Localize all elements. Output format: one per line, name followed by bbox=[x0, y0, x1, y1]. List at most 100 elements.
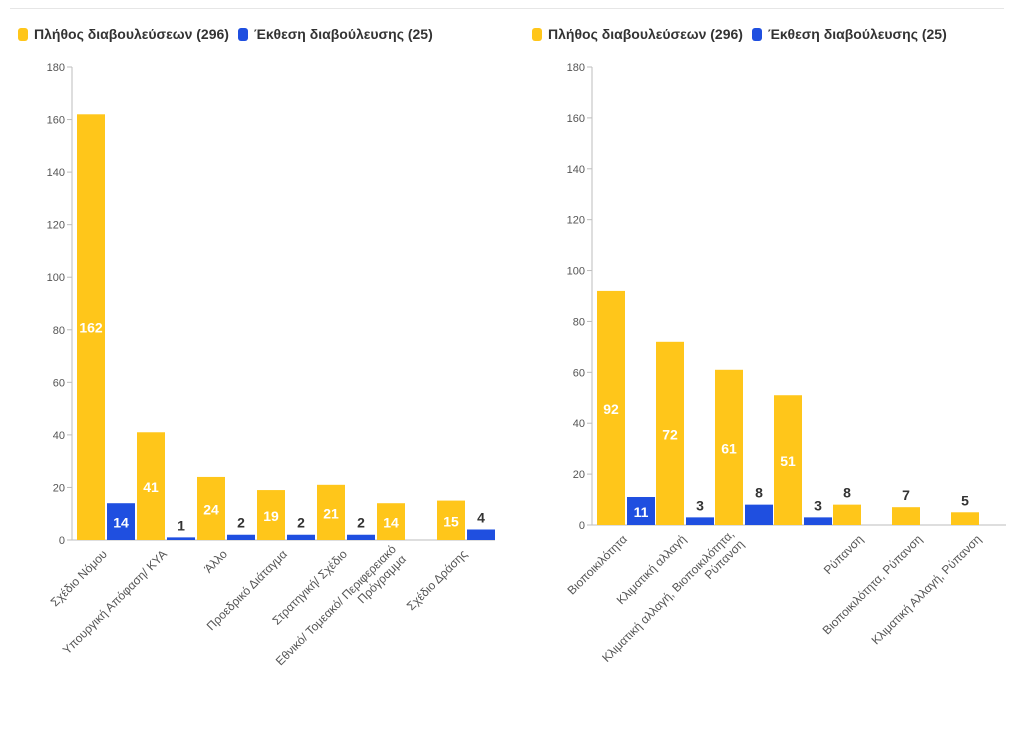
bar-consultations bbox=[377, 503, 405, 540]
bar-value-label-consultations: 41 bbox=[143, 479, 159, 495]
bar-consultations bbox=[437, 500, 465, 540]
legend-label-consultations: Πλήθος διαβουλεύσεων (296) bbox=[34, 26, 229, 42]
bar-report bbox=[627, 497, 655, 525]
bar-report bbox=[745, 504, 773, 525]
y-tick-label: 180 bbox=[47, 62, 65, 74]
legend-left: Πλήθος διαβουλεύσεων (296) Έκθεση διαβού… bbox=[18, 26, 442, 42]
legend-item-consultations[interactable]: Πλήθος διαβουλεύσεων (296) bbox=[532, 26, 743, 42]
bar-value-label-report: 4 bbox=[477, 509, 485, 525]
x-tick-label: Υπουργική Απόφαση/ ΚΥΑ bbox=[60, 547, 170, 657]
bar-consultations bbox=[774, 395, 802, 525]
bar-consultations bbox=[317, 484, 345, 540]
y-tick-label: 60 bbox=[53, 377, 65, 389]
legend-swatch-report bbox=[237, 27, 248, 41]
bar-report bbox=[227, 534, 255, 540]
legend-item-consultations[interactable]: Πλήθος διαβουλεύσεων (296) bbox=[18, 26, 229, 42]
y-tick-label: 160 bbox=[47, 115, 65, 127]
bar-value-label-report: 2 bbox=[357, 515, 365, 531]
legend-swatch-consultations bbox=[18, 27, 28, 41]
y-tick-label: 60 bbox=[573, 367, 585, 379]
bar-value-label-report: 2 bbox=[297, 515, 305, 531]
bar-value-label-report: 8 bbox=[755, 485, 763, 501]
bar-consultations bbox=[656, 341, 684, 525]
top-divider bbox=[10, 8, 1004, 9]
x-tick-label: Άλλο bbox=[201, 547, 230, 576]
bar-value-label-consultations: 92 bbox=[603, 401, 619, 417]
y-tick-label: 100 bbox=[567, 266, 585, 278]
y-tick-label: 120 bbox=[567, 215, 585, 227]
y-tick-label: 0 bbox=[59, 535, 65, 547]
y-tick-label: 0 bbox=[579, 520, 585, 532]
bar-consultations bbox=[833, 504, 861, 525]
y-tick-label: 100 bbox=[47, 272, 65, 284]
bar-report bbox=[347, 534, 375, 540]
x-tick-label: Ρύπανση bbox=[821, 532, 866, 577]
legend-swatch-report bbox=[751, 27, 762, 41]
y-tick-label: 140 bbox=[47, 167, 65, 179]
bar-report bbox=[107, 503, 135, 540]
x-tick-label: Βιοποικιλότητα bbox=[565, 532, 630, 597]
y-tick-label: 120 bbox=[47, 220, 65, 232]
bar-report bbox=[167, 537, 195, 540]
bar-value-label-consultations: 14 bbox=[383, 515, 399, 531]
y-tick-label: 80 bbox=[53, 325, 65, 337]
bar-report bbox=[287, 534, 315, 540]
bar-consultations bbox=[137, 432, 165, 540]
x-tick-label: Βιοποικιλότητα, Ρύπανση bbox=[820, 532, 925, 637]
bar-consultations bbox=[597, 290, 625, 525]
y-tick-label: 180 bbox=[567, 62, 585, 74]
y-tick-label: 80 bbox=[573, 316, 585, 328]
y-tick-label: 20 bbox=[53, 482, 65, 494]
legend-item-report[interactable]: Έκθεση διαβούλευσης (25) bbox=[751, 26, 947, 42]
x-tick-label-line: Βιοποικιλότητα bbox=[565, 532, 630, 597]
x-tick-label-line: Σχέδιο Νόμου bbox=[48, 547, 110, 609]
bar-value-label-report: 3 bbox=[814, 497, 822, 513]
y-tick-label: 140 bbox=[567, 164, 585, 176]
x-tick-label-line: Υπουργική Απόφαση/ ΚΥΑ bbox=[60, 547, 170, 657]
bar-value-label-report: 2 bbox=[237, 515, 245, 531]
x-tick-label-line: Κλιματική Αλλαγή, Ρύπανση bbox=[869, 532, 984, 647]
bar-value-label-report: 3 bbox=[696, 497, 704, 513]
bar-value-label-consultations: 8 bbox=[843, 485, 851, 501]
bar-consultations bbox=[197, 476, 225, 540]
bar-report bbox=[804, 517, 832, 525]
legend-label-report: Έκθεση διαβούλευσης (25) bbox=[767, 26, 947, 42]
y-tick-label: 20 bbox=[573, 469, 585, 481]
x-tick-label-line: Άλλο bbox=[201, 547, 230, 576]
bar-consultations bbox=[892, 507, 920, 525]
bar-consultations bbox=[257, 490, 285, 540]
bar-value-label-consultations: 19 bbox=[263, 508, 279, 524]
bar-consultations bbox=[951, 512, 979, 525]
bar-value-label-report: 1 bbox=[177, 517, 185, 533]
bar-value-label-consultations: 61 bbox=[721, 440, 737, 456]
bar-value-label-consultations: 7 bbox=[902, 487, 910, 503]
x-tick-label-line: Ρύπανση bbox=[821, 532, 866, 577]
x-tick-label-line: Βιοποικιλότητα, Ρύπανση bbox=[820, 532, 925, 637]
bar-value-label-report: 14 bbox=[113, 515, 129, 531]
x-tick-label: Σχέδιο Δράσης bbox=[404, 547, 470, 613]
y-tick-label: 40 bbox=[53, 430, 65, 442]
bar-value-label-consultations: 5 bbox=[961, 492, 969, 508]
bar-value-label-consultations: 21 bbox=[323, 505, 339, 521]
bar-value-label-consultations: 15 bbox=[443, 513, 459, 529]
x-tick-label: Σχέδιο Νόμου bbox=[48, 547, 110, 609]
x-tick-label: Κλιματική Αλλαγή, Ρύπανση bbox=[869, 532, 984, 647]
bar-report bbox=[467, 529, 495, 540]
y-tick-label: 160 bbox=[567, 113, 585, 125]
x-tick-label-line: Σχέδιο Δράσης bbox=[404, 547, 470, 613]
bar-value-label-consultations: 162 bbox=[79, 319, 103, 335]
legend-right: Πλήθος διαβουλεύσεων (296) Έκθεση διαβού… bbox=[532, 26, 956, 42]
bar-report bbox=[686, 517, 714, 525]
bar-value-label-consultations: 51 bbox=[780, 453, 796, 469]
bar-value-label-report: 11 bbox=[634, 504, 649, 520]
bar-consultations bbox=[715, 369, 743, 525]
bar-value-label-consultations: 72 bbox=[662, 426, 678, 442]
bar-value-label-consultations: 24 bbox=[203, 501, 219, 517]
legend-label-consultations: Πλήθος διαβουλεύσεων (296) bbox=[548, 26, 743, 42]
bar-consultations bbox=[77, 114, 105, 541]
legend-label-report: Έκθεση διαβούλευσης (25) bbox=[253, 26, 433, 42]
legend-item-report[interactable]: Έκθεση διαβούλευσης (25) bbox=[237, 26, 433, 42]
legend-swatch-consultations bbox=[532, 27, 542, 41]
y-tick-label: 40 bbox=[573, 418, 585, 430]
